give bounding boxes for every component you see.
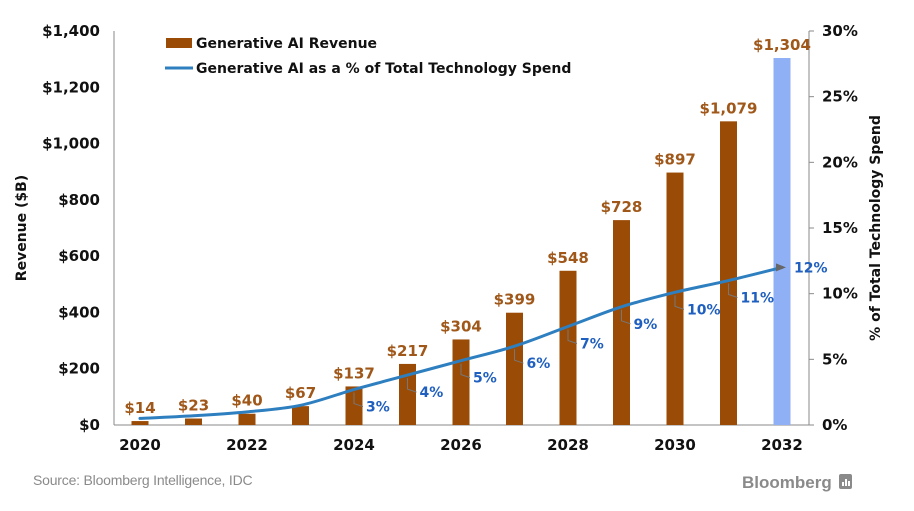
y-tick-label: $0 [79,416,100,434]
y2-tick-label: 0% [822,416,847,434]
legend: Generative AI Revenue Generative AI as a… [165,36,571,77]
y2-tick-label: 30% [822,22,858,40]
bar [559,270,577,425]
x-tick-label: 2028 [547,436,589,454]
bar-value-label: $728 [601,198,643,216]
legend-label-share: Generative AI as a % of Total Technology… [196,61,571,77]
y2-axis-title: % of Total Technology Spend [868,115,884,341]
pct-leader-line [514,349,524,364]
pct-leader-line [460,363,471,379]
x-tick-label: 2032 [761,436,803,454]
bar-value-label: $1,079 [700,99,758,117]
pct-labels: 3% 4% 5% 6% 7% 9% 10% 11% 12% [353,260,828,416]
x-tick-label: 2030 [654,436,696,454]
bar [399,363,416,425]
bar-value-label: $137 [333,364,375,382]
bar-value-label: $1,304 [753,36,811,54]
pct-value-label: 3% [366,400,390,416]
bar [238,413,256,425]
pct-value-label: 6% [527,356,551,372]
bar [185,418,202,425]
bar-value-label: $23 [178,397,209,415]
brand-logo-text: Bloomberg [742,473,832,492]
bar [773,58,791,425]
pct-leader-line [674,295,685,310]
y-tick-label: $1,000 [42,135,100,153]
bar-value-label: $897 [654,151,696,169]
x-tick-label: 2026 [440,436,482,454]
pct-value-label: 12% [794,260,828,276]
bar-value-label: $40 [231,392,262,410]
y-tick-label: $200 [58,360,100,378]
line-series [138,263,786,420]
bar [345,386,363,425]
bar [131,421,149,425]
x-axis-ticks: 2020 2022 2024 2026 2028 2030 2032 [119,436,803,454]
pct-value-label: 11% [741,291,775,307]
y-axis-ticks: $0 $200 $400 $600 $800 $1,000 $1,200 $1,400 [42,22,100,434]
y2-tick-label: 20% [822,153,858,171]
pct-leader-line [621,309,631,325]
bar [292,406,309,425]
pct-value-label: 10% [687,302,721,318]
bar-value-label: $304 [440,317,482,335]
bloomberg-chart-icon [839,474,852,489]
y2-axis-ticks: 0% 5% 10% 15% 20% 25% 30% [809,22,858,434]
bar [613,220,630,425]
bar [506,312,523,425]
x-tick-label: 2022 [226,436,268,454]
line-end-marker [776,263,786,272]
y-axis-title: Revenue ($B) [14,175,30,281]
bar-value-label: $217 [387,342,429,360]
y-tick-label: $1,200 [42,78,100,96]
bar-value-label: $548 [547,249,589,267]
pct-value-label: 4% [420,385,444,401]
x-tick-label: 2024 [333,436,375,454]
line-series-path [138,265,784,420]
pct-leader-line [353,392,364,408]
y-tick-label: $400 [58,303,100,321]
y2-tick-label: 10% [822,285,858,303]
y2-tick-label: 15% [822,219,858,237]
legend-label-revenue: Generative AI Revenue [196,36,377,52]
y2-tick-label: 25% [822,88,858,106]
bar-labels: $14 $23 $40 $67 $137 $217 $304 $399 $548 $728 $897… [124,36,811,417]
bar-value-label: $399 [494,291,536,309]
y-tick-label: $800 [58,191,100,209]
source-note: Source: Bloomberg Intelligence, IDC [33,472,253,488]
bar-value-label: $67 [285,384,316,402]
pct-leader-line [407,378,417,393]
y2-tick-label: 5% [822,350,847,368]
legend-swatch-revenue [166,38,192,48]
bar-value-label: $14 [124,399,155,417]
x-tick-label: 2020 [119,436,161,454]
y-tick-label: $600 [58,247,100,265]
pct-value-label: 5% [473,371,497,387]
pct-leader-line [567,329,578,344]
y-tick-label: $1,400 [42,22,100,40]
pct-leader-line [728,283,738,299]
bar [452,339,470,425]
pct-value-label: 9% [634,317,658,333]
pct-value-label: 7% [580,337,604,353]
bar [720,121,737,426]
